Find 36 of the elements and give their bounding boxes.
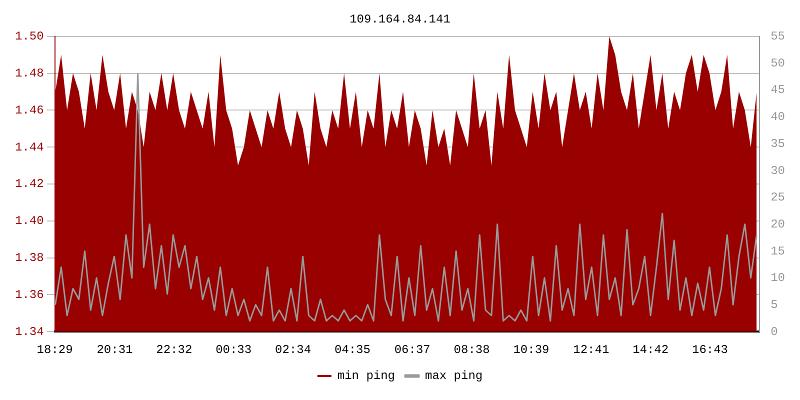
y2-tick-label: 20 xyxy=(770,217,786,232)
y2-tick-label: 30 xyxy=(770,164,786,178)
x-tick-label: 12:41 xyxy=(573,342,610,357)
x-tick-label: 14:42 xyxy=(632,342,669,357)
x-tick-label: 16:43 xyxy=(692,342,728,357)
y-tick-label: 1.40 xyxy=(14,214,44,228)
x-tick-label: 04:35 xyxy=(334,342,370,357)
y2-tick-label: 50 xyxy=(770,56,786,70)
y2-tick-label: 10 xyxy=(770,271,786,286)
x-tick-label: 18:29 xyxy=(36,342,73,357)
y2-tick-label: 35 xyxy=(770,136,786,151)
y2-tick-label: 45 xyxy=(770,83,786,98)
legend-label: max ping xyxy=(425,369,483,384)
x-tick-label: 22:32 xyxy=(156,342,192,357)
x-tick-label: 02:34 xyxy=(275,342,312,357)
y2-tick-label: 5 xyxy=(770,298,778,312)
x-tick-label: 08:38 xyxy=(454,342,490,357)
y2-tick-label: 55 xyxy=(770,30,786,44)
x-tick-label: 06:37 xyxy=(394,342,430,357)
y-tick-label: 1.44 xyxy=(14,140,44,154)
x-tick-label: 20:31 xyxy=(96,342,133,357)
y-tick-label: 1.36 xyxy=(14,288,44,302)
y2-tick-label: 40 xyxy=(770,110,786,124)
y2-tick-label: 0 xyxy=(770,324,778,339)
y2-tick-label: 15 xyxy=(770,244,786,258)
x-tick-label: 00:33 xyxy=(216,342,252,357)
x-tick-label: 10:39 xyxy=(513,342,550,357)
legend-label: min ping xyxy=(337,369,395,384)
y-tick-label: 1.38 xyxy=(14,250,44,265)
y2-tick-label: 25 xyxy=(770,190,786,205)
y-tick-label: 1.34 xyxy=(14,324,44,339)
y-tick-label: 1.50 xyxy=(14,30,44,44)
chart-title: 109.164.84.141 xyxy=(350,12,450,26)
y-tick-label: 1.46 xyxy=(14,103,44,118)
y-tick-label: 1.42 xyxy=(14,177,44,192)
y-tick-label: 1.48 xyxy=(14,66,44,80)
